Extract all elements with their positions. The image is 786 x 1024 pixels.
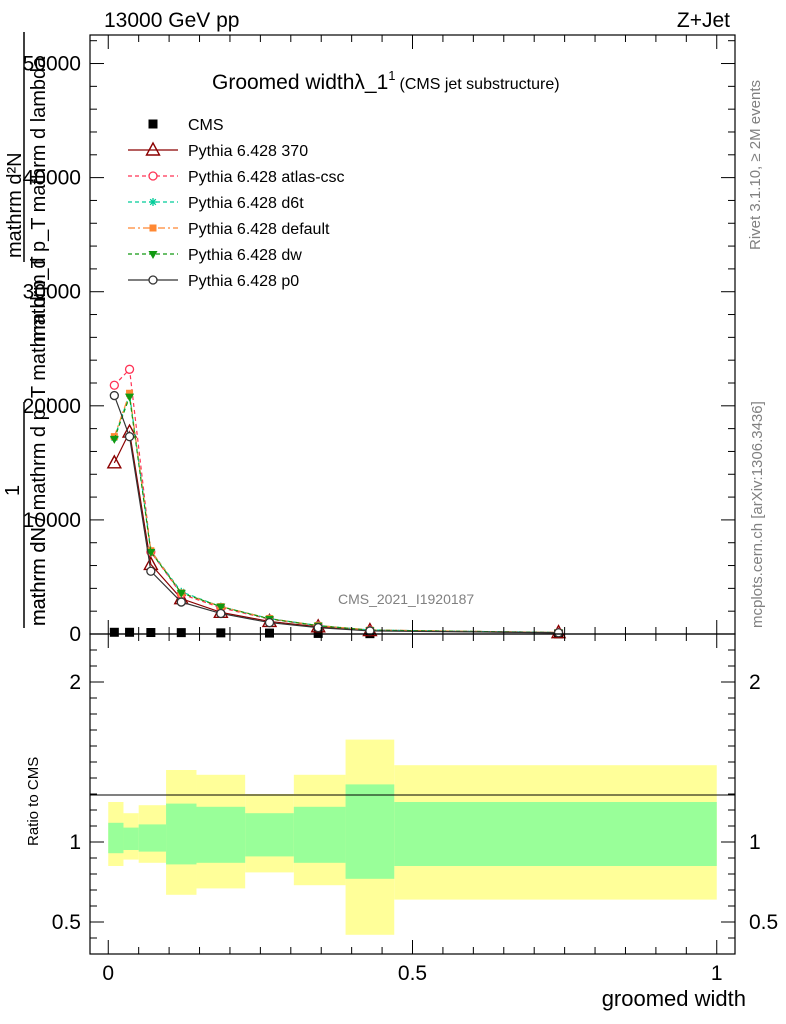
legend-entry: CMS: [148, 117, 224, 134]
legend-entry: Pythia 6.428 370: [128, 141, 308, 160]
ylabel-one: 1: [2, 485, 24, 496]
data-point: [148, 171, 158, 181]
ratio-y-tick-label: 1: [69, 831, 81, 854]
series-pythia-6-428-p0: [109, 390, 564, 638]
data-point: [145, 141, 161, 156]
x-tick-label: 1: [711, 962, 723, 985]
data-point: [125, 627, 135, 637]
y-tick-label: 30000: [23, 281, 81, 304]
ratio-band-inner: [108, 822, 124, 854]
rivet-label: Rivet 3.1.10, ≥ 2M events: [747, 80, 764, 250]
ratio-y-tick-label-right: 1: [749, 831, 761, 854]
ratio-band-inner: [196, 806, 246, 863]
ylabel-top-numerator: mathrm d²N: [4, 152, 26, 258]
legend-entry: Pythia 6.428 default: [128, 221, 330, 238]
y-tick-label: 0: [69, 623, 81, 646]
data-point: [125, 393, 135, 402]
data-point: [146, 628, 156, 638]
data-point: [265, 628, 275, 638]
legend-label: Pythia 6.428 atlas-csc: [188, 169, 345, 186]
y-tick-label: 40000: [23, 167, 81, 190]
legend-label: CMS: [188, 117, 224, 134]
y-tick-label: 50000: [23, 53, 81, 76]
data-point: [313, 622, 323, 633]
y-tick-label: 20000: [23, 395, 81, 418]
legend-label: Pythia 6.428 default: [188, 221, 330, 238]
energy-label: 13000 GeV pp: [104, 9, 239, 32]
data-point: [109, 380, 119, 390]
ylabel-top-denominator: mathrm d p_T mathrm d lambda: [28, 56, 50, 342]
legend-label: Pythia 6.428 p0: [188, 273, 299, 290]
mcplots-label: mcplots.cern.ch [arXiv:1306.3436]: [749, 401, 766, 628]
ratio-band-inner: [138, 824, 167, 852]
data-point: [553, 628, 564, 638]
ratio-band-inner: [245, 813, 294, 857]
data-point: [109, 390, 119, 401]
data-point: [148, 275, 158, 285]
data-point: [216, 603, 226, 612]
ratio-ylabel: Ratio to CMS: [25, 757, 42, 846]
main-frame: [89, 34, 736, 635]
data-point: [109, 435, 119, 444]
ylabel-denominator-short: mathrm dN: [28, 527, 50, 626]
legend-entry: Pythia 6.428 p0: [128, 273, 299, 290]
x-axis-label: groomed width: [602, 986, 746, 1011]
data-point: [176, 589, 186, 598]
data-point: [149, 224, 157, 232]
main-ylabel: mathrm d²N mathrm d p_T mathrm d lambda …: [2, 32, 50, 628]
chart-title-sub: (CMS jet substructure): [400, 76, 560, 93]
data-point: [126, 389, 134, 397]
ratio-panel: 0 0.5 1 0.5 0.5 1 1 2 2: [52, 633, 778, 985]
ratio-y-tick-label-right: 2: [749, 671, 761, 694]
ratio-axis-ticks: 0 0.5 1 0.5 0.5 1 1 2 2: [52, 634, 778, 985]
data-point: [124, 431, 135, 442]
chart-title-main: Groomed widthλ_1: [212, 71, 388, 94]
legend-label: Pythia 6.428 dw: [188, 247, 302, 264]
data-point: [109, 627, 119, 637]
ratio-y-tick-label: 2: [69, 671, 81, 694]
data-point: [124, 364, 135, 374]
data-point: [264, 617, 275, 628]
legend-entry: Pythia 6.428 dw: [128, 247, 302, 264]
legend: CMS Pythia 6.428 370 Pythia 6.428 atlas-cs…: [128, 117, 345, 290]
series-pythia-6-428-370: [106, 423, 567, 639]
ratio-y-tick-label-right: 0.5: [749, 911, 778, 934]
data-point: [148, 119, 158, 129]
data-point: [146, 566, 156, 576]
main-axis-ticks: 0 10000 20000 30000 40000 50000: [23, 35, 735, 646]
legend-entry: Pythia 6.428 d6t: [128, 195, 304, 212]
data-point: [216, 608, 226, 619]
ylabel-denominator-full: mathrm dN / mathrm d p_T mathrm d p_T: [28, 256, 50, 626]
analysis-watermark: CMS_2021_I1920187: [338, 591, 474, 607]
data-point: [149, 198, 157, 206]
legend-label: Pythia 6.428 370: [188, 143, 308, 160]
ratio-band-inner: [123, 827, 139, 850]
data-point: [148, 251, 158, 259]
x-tick-label: 0.5: [398, 962, 427, 985]
data-point-stroke: [149, 198, 157, 206]
main-panel: 0 10000 20000 30000 40000 50000: [23, 34, 736, 646]
data-point: [176, 597, 186, 607]
ratio-band-inner: [166, 803, 197, 865]
data-point: [365, 626, 375, 636]
data-point: [146, 548, 156, 557]
process-label: Z+Jet: [677, 9, 730, 32]
ratio-band-inner: [394, 802, 717, 866]
chart-title-sup: 1: [388, 68, 395, 83]
data-point: [176, 628, 186, 638]
y-tick-label: 10000: [23, 509, 81, 532]
ratio-band-inner: [293, 806, 346, 863]
main-data-layer: [106, 364, 567, 639]
ratio-y-tick-label: 0.5: [52, 911, 81, 934]
x-tick-label: 0: [102, 962, 114, 985]
legend-label: Pythia 6.428 d6t: [188, 195, 304, 212]
ratio-band-inner: [345, 784, 395, 879]
data-point: [106, 454, 123, 469]
data-point: [216, 628, 226, 638]
chart-title: Groomed widthλ_11 (CMS jet substructure): [212, 68, 560, 94]
legend-entry: Pythia 6.428 atlas-csc: [128, 169, 345, 186]
ratio-bands-layer: [108, 739, 717, 935]
